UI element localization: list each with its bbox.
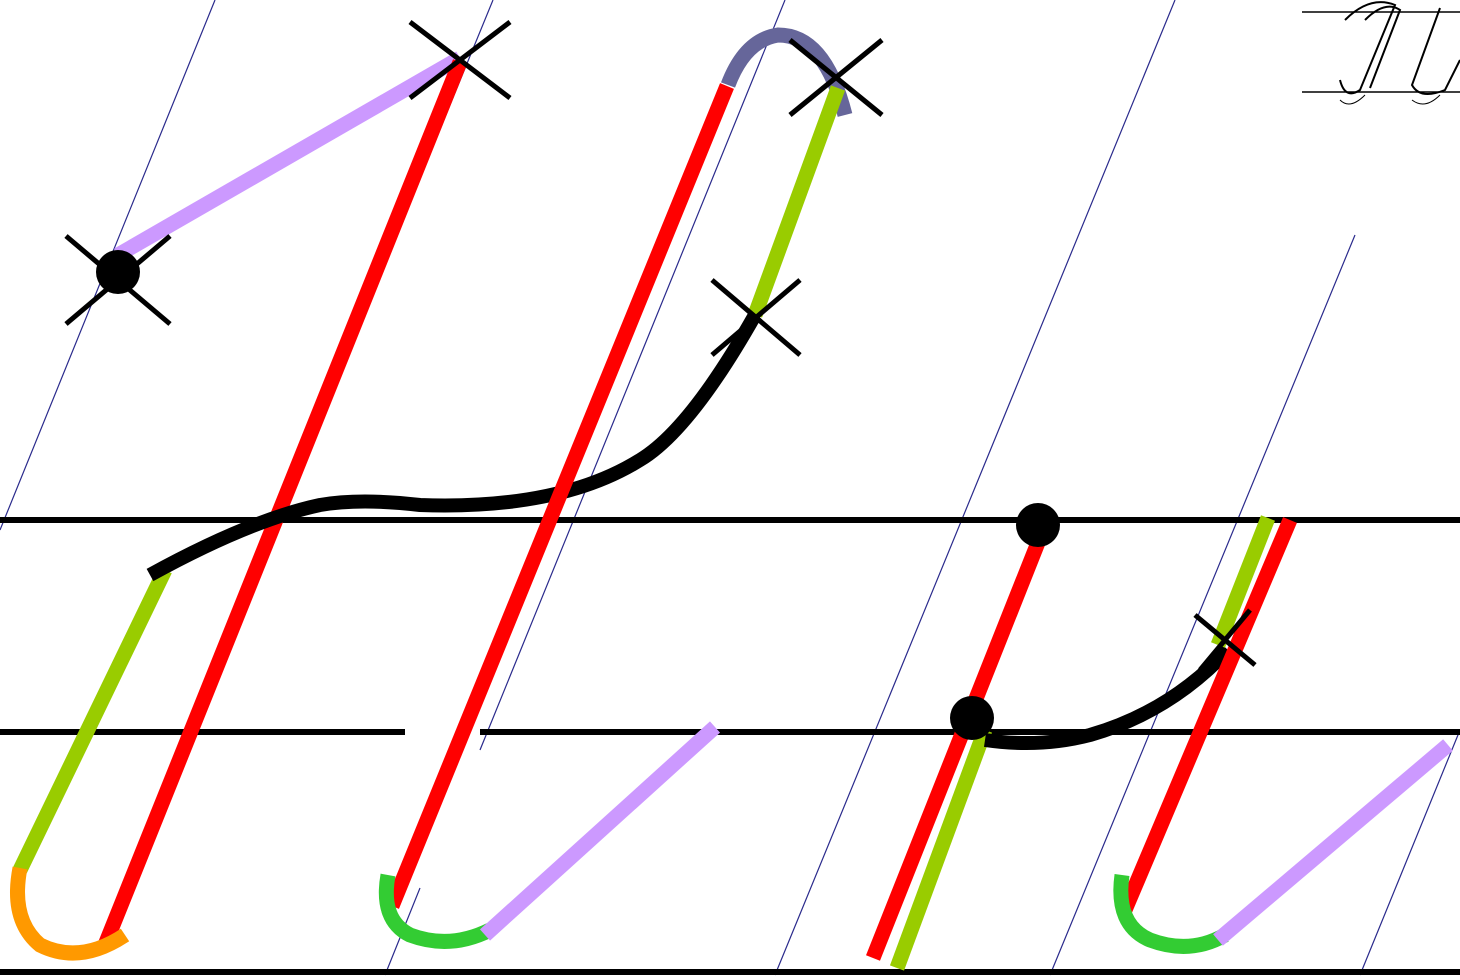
stroke-red [866, 522, 1052, 961]
sample-glyph [1364, 5, 1402, 89]
stroke-green [747, 85, 846, 318]
stroke-lilac [479, 721, 721, 941]
cross [408, 20, 512, 100]
stroke-green [13, 566, 172, 874]
stroke-red [1118, 517, 1297, 913]
sample-thumbnail [1302, 1, 1460, 105]
stroke-red [385, 83, 734, 909]
sample-glyph [1410, 7, 1460, 95]
cross [64, 234, 172, 326]
stroke-green [889, 727, 993, 971]
cross [788, 38, 884, 117]
stroke-green-curve [1113, 873, 1229, 954]
slant-line [774, 0, 1176, 976]
letter-3 [866, 503, 1234, 971]
stroke-red [98, 59, 467, 948]
letter-2 [378, 27, 884, 949]
slant-line [1359, 729, 1460, 976]
cross [1198, 608, 1252, 672]
slant-line [479, 0, 786, 751]
cross [710, 278, 802, 357]
stroke-lilac [114, 51, 464, 262]
sample-glyph [1339, 1, 1397, 95]
stroke-green-curve [378, 873, 494, 949]
dot [950, 696, 994, 740]
letter-1 [10, 20, 762, 961]
stroke-connector [146, 311, 762, 582]
sample-arrows [1339, 94, 1441, 105]
stroke-connector [983, 645, 1234, 751]
stroke-lilac [1213, 739, 1453, 946]
start-dot [96, 250, 140, 294]
letter-4 [1113, 515, 1453, 954]
stroke-green [1211, 515, 1275, 648]
start-dot [1016, 503, 1060, 547]
stroke-orange [10, 866, 130, 961]
slant-line [1049, 234, 1356, 976]
